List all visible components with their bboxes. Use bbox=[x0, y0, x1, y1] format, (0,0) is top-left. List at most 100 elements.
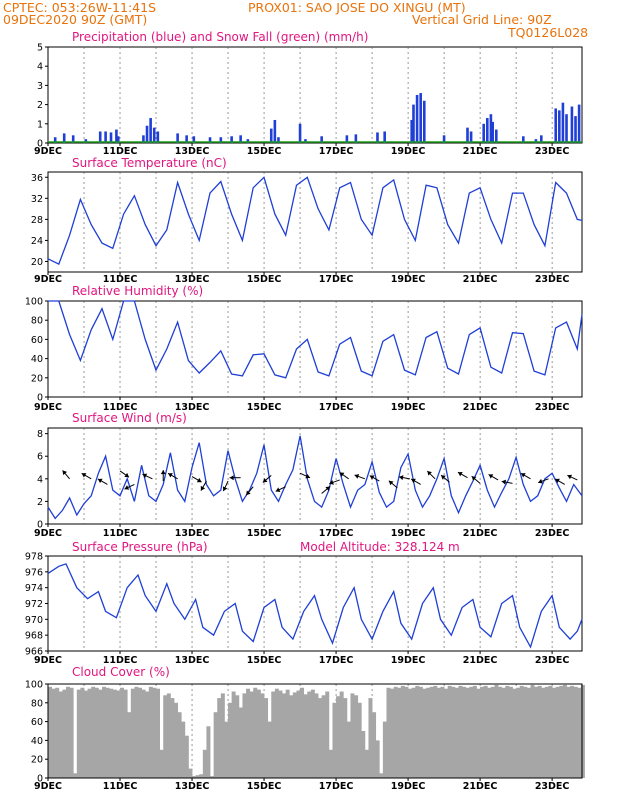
x-tick-label: 11DEC bbox=[103, 274, 138, 285]
x-tick-label: 15DEC bbox=[247, 528, 282, 539]
cloud-bar bbox=[343, 698, 348, 778]
precip-bar bbox=[98, 131, 102, 143]
cloud-bar bbox=[94, 687, 99, 778]
cloud-bar bbox=[141, 689, 146, 778]
x-tick-label: 11DEC bbox=[103, 402, 138, 413]
cloud-bar bbox=[184, 735, 189, 778]
panel-2: 0 20 40 60 80 100 9DEC 11DEC 13DEC 15DEC 17DEC 19DE… bbox=[25, 284, 583, 413]
wind-vector-head bbox=[520, 473, 526, 478]
y-tick-label: 20 bbox=[31, 755, 43, 766]
y-tick-label: 40 bbox=[31, 354, 43, 365]
precip-bar bbox=[304, 139, 307, 143]
cloud-bar bbox=[458, 685, 463, 778]
precip-bar bbox=[442, 135, 446, 143]
wind-vector-head bbox=[124, 485, 130, 490]
cloud-bar bbox=[566, 686, 571, 778]
wind-vector-head bbox=[501, 479, 507, 485]
x-tick-label: 9DEC bbox=[34, 655, 62, 666]
y-tick-label: 60 bbox=[31, 717, 43, 728]
cloud-bar bbox=[246, 688, 251, 778]
cloud-bar bbox=[112, 689, 117, 778]
cloud-bar bbox=[321, 695, 326, 778]
header-line3-right: TQ0126L028 bbox=[507, 25, 588, 40]
cloud-bar bbox=[300, 687, 305, 778]
cloud-bar bbox=[390, 688, 395, 778]
cloud-bar bbox=[253, 687, 258, 778]
wind-vector-head bbox=[411, 478, 416, 484]
cloud-bar bbox=[372, 712, 377, 778]
y-tick-label: 0 bbox=[37, 393, 43, 404]
x-tick-label: 23DEC bbox=[535, 402, 570, 413]
cloud-bar bbox=[386, 687, 391, 778]
precip-bar bbox=[149, 118, 152, 143]
x-tick-label: 13DEC bbox=[175, 146, 210, 157]
cloud-bar bbox=[127, 712, 132, 778]
x-tick-label: 17DEC bbox=[319, 781, 354, 792]
y-tick-label: 4 bbox=[37, 474, 43, 485]
cloud-bar bbox=[379, 773, 384, 778]
x-tick-label: 21DEC bbox=[463, 402, 498, 413]
cloud-bar bbox=[109, 688, 114, 778]
y-tick-label: 32 bbox=[31, 194, 43, 205]
cloud-bar bbox=[48, 686, 52, 778]
precip-bar bbox=[298, 123, 302, 143]
cloud-bar bbox=[562, 684, 567, 778]
y-tick-label: 40 bbox=[31, 736, 43, 747]
precip-bar bbox=[239, 135, 242, 143]
cloud-bar bbox=[51, 688, 56, 778]
series-line bbox=[48, 300, 583, 379]
cloud-bar bbox=[498, 686, 503, 778]
wind-vector-head bbox=[275, 487, 281, 492]
x-tick-label: 13DEC bbox=[175, 655, 210, 666]
cloud-bar bbox=[440, 686, 445, 778]
y-tick-label: 0 bbox=[37, 139, 43, 150]
x-tick-label: 13DEC bbox=[175, 274, 210, 285]
cloud-bar bbox=[350, 693, 355, 778]
wind-vector-head bbox=[200, 485, 206, 491]
cloud-bar bbox=[177, 712, 182, 778]
cloud-bar bbox=[213, 712, 218, 778]
cloud-bar bbox=[523, 686, 528, 778]
cloud-bar bbox=[354, 695, 359, 778]
wind-vector-head bbox=[262, 478, 268, 483]
wind-vector-head bbox=[196, 477, 202, 483]
precip-bar bbox=[145, 125, 149, 143]
cloud-bar bbox=[364, 749, 369, 778]
precip-bar bbox=[376, 132, 379, 143]
precip-bar bbox=[320, 136, 323, 143]
x-tick-label: 11DEC bbox=[103, 146, 138, 157]
series-line bbox=[47, 563, 583, 649]
panel-5: 0 20 40 60 80 100 9DEC 11DEC 13DEC 15DEC 17DEC 19DE… bbox=[25, 665, 585, 792]
wind-vector-head bbox=[329, 479, 334, 485]
cloud-bar bbox=[303, 694, 308, 778]
header-line2-left: 09DEC2020 90Z (GMT) bbox=[3, 12, 147, 27]
panel-title: Cloud Cover (%) bbox=[72, 665, 170, 679]
cloud-bar bbox=[159, 749, 164, 778]
cloud-bar bbox=[336, 696, 341, 778]
panel-title: Surface Pressure (hPa) bbox=[72, 540, 208, 554]
cloud-bar bbox=[202, 749, 207, 778]
panel-frame-top bbox=[47, 683, 583, 779]
cloud-bar bbox=[242, 693, 247, 778]
cloud-bar bbox=[397, 687, 402, 778]
cloud-bar bbox=[249, 691, 254, 778]
cloud-bar bbox=[393, 686, 398, 778]
panel-4: 966 968 970 972 974 976 978 9DEC 11DEC 13DEC 15DEC… bbox=[25, 540, 583, 666]
cloud-bar bbox=[490, 686, 495, 778]
panel-frame bbox=[47, 171, 583, 273]
cloud-bar bbox=[415, 685, 420, 778]
y-tick-label: 2 bbox=[37, 497, 43, 508]
y-tick-label: 20 bbox=[31, 373, 43, 384]
x-tick-label: 13DEC bbox=[175, 528, 210, 539]
x-tick-label: 19DEC bbox=[391, 655, 426, 666]
precip-bar bbox=[554, 108, 558, 143]
wind-vector-head bbox=[229, 475, 234, 481]
cloud-bar bbox=[220, 693, 225, 778]
precip-bar bbox=[208, 137, 212, 143]
x-tick-label: 23DEC bbox=[535, 781, 570, 792]
panel-title: Precipitation (blue) and Snow Fall (gree… bbox=[72, 30, 368, 44]
cloud-bar bbox=[267, 721, 272, 778]
cloud-bar bbox=[87, 688, 92, 778]
y-tick-label: 3 bbox=[37, 81, 43, 92]
precip-bar bbox=[109, 132, 113, 143]
